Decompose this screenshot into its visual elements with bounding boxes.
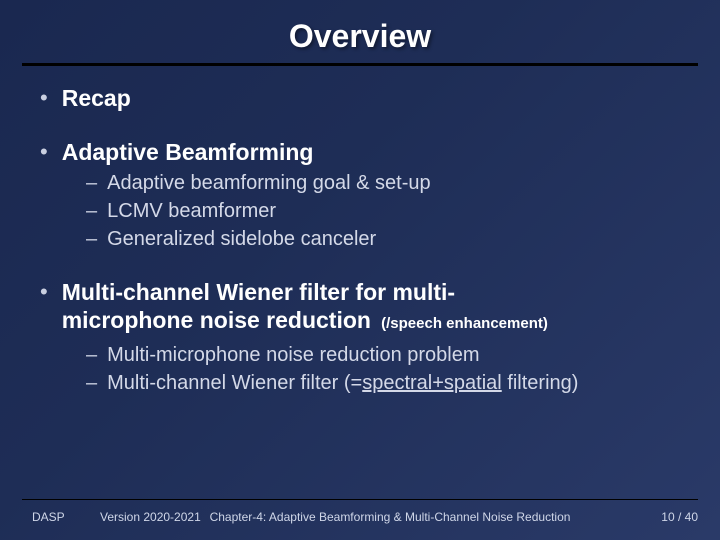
- dash-icon: –: [86, 170, 97, 196]
- bullet-adaptive-beamforming: • Adaptive Beamforming –Adaptive beamfor…: [40, 138, 686, 252]
- bullet-line2-main: microphone noise reduction: [62, 307, 371, 333]
- bullet-recap: • Recap: [40, 84, 686, 112]
- sub-item: –LCMV beamformer: [86, 198, 686, 224]
- page-current: 10: [661, 510, 674, 524]
- dash-icon: –: [86, 198, 97, 224]
- sub-text-underline: spectral+spatial: [362, 372, 502, 394]
- bullet-line2-note: (/speech enhancement): [377, 315, 548, 332]
- bullet-text: Recap: [62, 84, 131, 112]
- bullet-list: • Recap • Adaptive Beamforming –Adaptive…: [40, 84, 686, 396]
- footer-page: 10 / 40: [661, 510, 698, 524]
- sub-text: Multi-channel Wiener filter (=spectral+s…: [107, 370, 578, 396]
- footer-rule: [22, 499, 698, 500]
- sub-item: –Generalized sidelobe canceler: [86, 226, 686, 252]
- sub-text: LCMV beamformer: [107, 198, 276, 224]
- sub-text-a: Multi-channel Wiener filter (=: [107, 372, 362, 394]
- bullet-text: Multi-channel Wiener filter for multi- m…: [62, 278, 548, 338]
- slide-title: Overview: [0, 0, 720, 63]
- slide-footer: DASP Version 2020-2021 Chapter-4: Adapti…: [0, 506, 720, 528]
- footer-center: Chapter-4: Adaptive Beamforming & Multi-…: [60, 510, 720, 524]
- slide-content: • Recap • Adaptive Beamforming –Adaptive…: [0, 66, 720, 396]
- sub-list: –Multi-microphone noise reduction proble…: [86, 342, 686, 396]
- sub-list: –Adaptive beamforming goal & set-up –LCM…: [86, 170, 686, 252]
- bullet-text: Adaptive Beamforming: [62, 138, 314, 166]
- sub-text: Adaptive beamforming goal & set-up: [107, 170, 431, 196]
- sub-text: Multi-microphone noise reduction problem: [107, 342, 479, 368]
- sub-item: –Multi-microphone noise reduction proble…: [86, 342, 686, 368]
- sub-item: – Multi-channel Wiener filter (=spectral…: [86, 370, 686, 396]
- bullet-mcwf: • Multi-channel Wiener filter for multi-…: [40, 278, 686, 396]
- dash-icon: –: [86, 370, 97, 396]
- bullet-dot-icon: •: [40, 84, 48, 112]
- sub-text: Generalized sidelobe canceler: [107, 226, 376, 252]
- sub-item: –Adaptive beamforming goal & set-up: [86, 170, 686, 196]
- bullet-dot-icon: •: [40, 138, 48, 166]
- page-total: 40: [685, 510, 698, 524]
- dash-icon: –: [86, 226, 97, 252]
- bullet-line1: Multi-channel Wiener filter for multi-: [62, 279, 455, 305]
- slide: Overview • Recap • Adaptive Beamforming …: [0, 0, 720, 540]
- sub-text-b: filtering): [502, 372, 579, 394]
- page-sep: /: [675, 510, 685, 524]
- bullet-dot-icon: •: [40, 278, 48, 306]
- dash-icon: –: [86, 342, 97, 368]
